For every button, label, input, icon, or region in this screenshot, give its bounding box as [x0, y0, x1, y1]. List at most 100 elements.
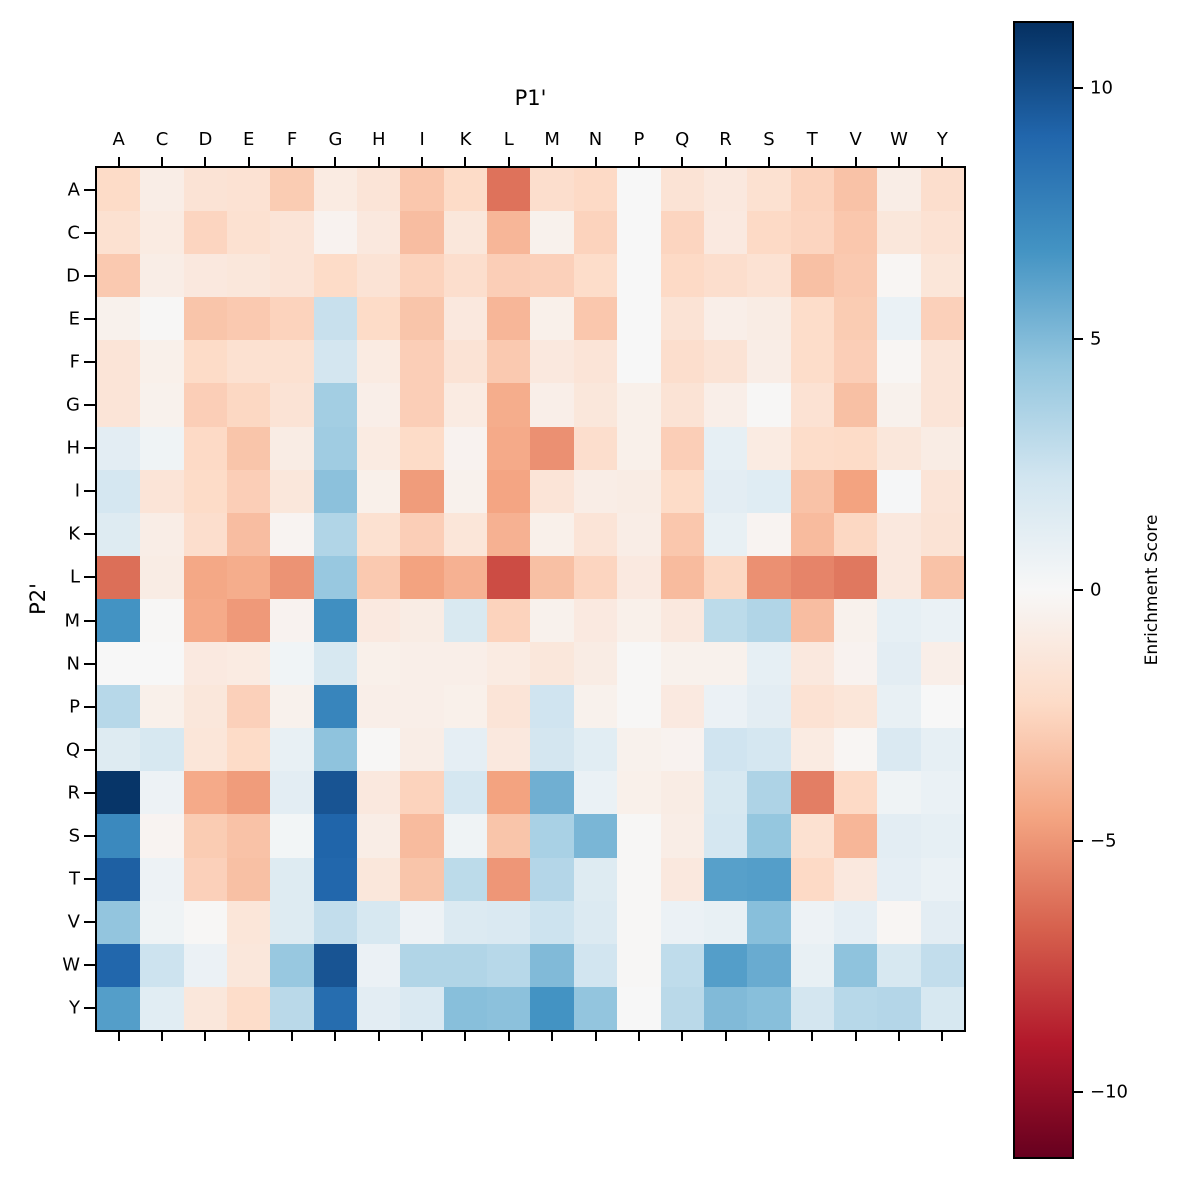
heatmap-cell	[790, 814, 834, 858]
heatmap-cell	[877, 857, 921, 901]
heatmap-cell	[617, 814, 661, 858]
heatmap-cell	[530, 986, 574, 1030]
heatmap-cell	[227, 254, 271, 298]
y-tick-label: K	[68, 523, 80, 545]
heatmap-cell	[183, 771, 228, 815]
heatmap-cell	[443, 771, 488, 815]
x-tick-mark	[291, 1030, 294, 1041]
heatmap-cell	[833, 857, 878, 901]
heatmap-cell	[660, 340, 704, 384]
heatmap-cell	[183, 943, 228, 987]
heatmap-cell	[920, 297, 964, 341]
heatmap-cell	[573, 943, 618, 987]
heatmap-cell	[747, 383, 791, 427]
heatmap-cell	[703, 642, 748, 686]
heatmap-cell	[357, 857, 401, 901]
heatmap-cell	[443, 512, 488, 556]
heatmap-cell	[313, 469, 358, 513]
heatmap-cell	[920, 469, 964, 513]
heatmap-cell	[313, 943, 358, 987]
y-tick-label: M	[64, 610, 80, 632]
y-tick-label: V	[67, 911, 80, 933]
heatmap-cell	[790, 685, 834, 729]
heatmap-cell	[140, 512, 184, 556]
y-tick-mark	[84, 188, 95, 191]
heatmap-cell	[183, 426, 228, 470]
heatmap-cell	[747, 254, 791, 298]
heatmap-cell	[920, 857, 964, 901]
x-tick-mark	[334, 1030, 337, 1041]
heatmap-cell	[703, 340, 748, 384]
heatmap-cell	[660, 426, 704, 470]
heatmap-cell	[357, 642, 401, 686]
heatmap-cell	[573, 900, 618, 944]
heatmap-cell	[313, 685, 358, 729]
heatmap-cell	[357, 685, 401, 729]
heatmap-cell	[183, 512, 228, 556]
heatmap-cell	[140, 211, 184, 255]
heatmap-cell	[617, 943, 661, 987]
x-tick-label: A	[112, 129, 125, 150]
x-tick-mark	[161, 1030, 164, 1041]
heatmap-cell	[487, 728, 531, 772]
heatmap-cell	[833, 642, 878, 686]
y-tick-label: T	[69, 868, 80, 890]
heatmap-cell	[270, 211, 314, 255]
y-axis-title: P2'	[26, 583, 50, 615]
heatmap-cell	[747, 512, 791, 556]
x-tick-mark	[377, 157, 380, 168]
heatmap-cell	[443, 857, 488, 901]
heatmap-cell	[313, 598, 358, 643]
heatmap-cell	[183, 685, 228, 729]
colorbar-tick-label: 0	[1090, 579, 1102, 601]
heatmap-cell	[400, 297, 444, 341]
heatmap-cell	[703, 771, 748, 815]
heatmap-cell	[573, 297, 618, 341]
heatmap-cell	[573, 598, 618, 643]
heatmap-cell	[703, 469, 748, 513]
heatmap-cell	[617, 555, 661, 599]
heatmap-cell	[920, 340, 964, 384]
heatmap-cell	[270, 383, 314, 427]
heatmap-cell	[790, 857, 834, 901]
heatmap-cell	[313, 512, 358, 556]
x-tick-label: N	[588, 129, 603, 150]
x-tick-mark	[854, 157, 857, 168]
heatmap-cell	[877, 340, 921, 384]
heatmap-cell	[227, 685, 271, 729]
heatmap-cell	[227, 728, 271, 772]
heatmap-cell	[97, 555, 141, 599]
heatmap-cell	[400, 340, 444, 384]
heatmap-cell	[530, 728, 574, 772]
heatmap-cell	[747, 814, 791, 858]
heatmap-cell	[400, 857, 444, 901]
y-tick-mark	[84, 835, 95, 838]
heatmap-cell	[877, 943, 921, 987]
heatmap-cell	[790, 512, 834, 556]
heatmap-cell	[877, 555, 921, 599]
x-axis-title: P1'	[514, 86, 547, 110]
heatmap-cell	[877, 383, 921, 427]
heatmap-cell	[357, 168, 401, 212]
heatmap-cell	[573, 986, 618, 1030]
y-tick-label: D	[66, 265, 80, 287]
colorbar-tick-label: 10	[1090, 77, 1113, 99]
heatmap-cell	[877, 512, 921, 556]
heatmap-cell	[530, 642, 574, 686]
heatmap-cell	[617, 340, 661, 384]
heatmap-cell	[617, 168, 661, 212]
heatmap-cell	[747, 900, 791, 944]
heatmap-cell	[270, 555, 314, 599]
heatmap-cell	[400, 900, 444, 944]
heatmap-cell	[227, 168, 271, 212]
heatmap-cell	[357, 512, 401, 556]
heatmap-cell	[227, 771, 271, 815]
heatmap-cell	[833, 555, 878, 599]
heatmap-cell	[833, 168, 878, 212]
heatmap-cell	[660, 728, 704, 772]
heatmap-cell	[703, 814, 748, 858]
heatmap-cell	[703, 728, 748, 772]
heatmap-cell	[487, 211, 531, 255]
heatmap-cell	[747, 857, 791, 901]
heatmap-cell	[270, 168, 314, 212]
